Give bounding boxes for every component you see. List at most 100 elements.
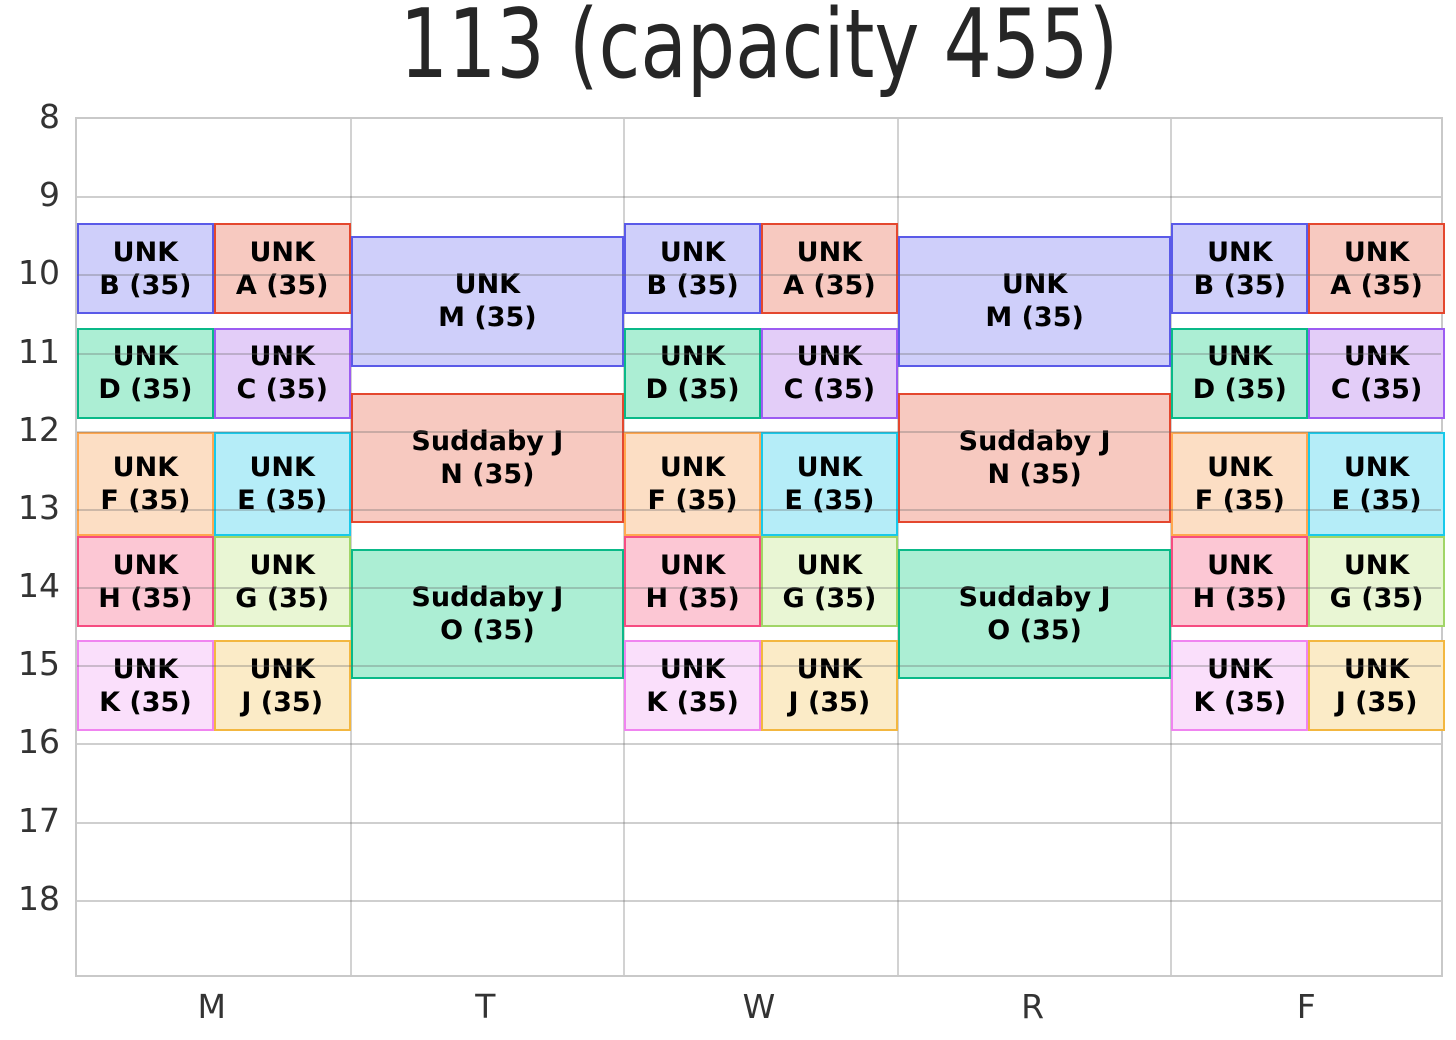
block-sublabel: A (35) <box>235 269 329 301</box>
block-sublabel: D (35) <box>645 374 740 406</box>
day-separator <box>349 119 352 975</box>
day-separator <box>896 119 899 975</box>
block-sublabel: J (35) <box>788 686 871 718</box>
block-label: UNK <box>249 653 315 685</box>
block-sublabel: K (35) <box>1193 686 1287 718</box>
schedule-block-J-F: UNK J (35) <box>1308 640 1445 732</box>
y-tick-label-15: 15 <box>18 644 60 684</box>
block-label: UNK <box>112 653 179 685</box>
block-label: UNK <box>112 341 179 373</box>
block-sublabel: K (35) <box>646 686 739 718</box>
block-label: Suddaby J <box>411 425 564 457</box>
schedule-block-C-M: UNK C (35) <box>213 327 351 419</box>
schedule-block-C-F: UNK C (35) <box>1308 327 1445 419</box>
block-label: Suddaby J <box>958 582 1111 614</box>
schedule-block-C-W: UNK C (35) <box>761 327 898 419</box>
x-tick-label-R: R <box>1021 987 1045 1026</box>
schedule-block-A-M: UNK A (35) <box>213 223 351 315</box>
schedule-block-A-F: UNK A (35) <box>1308 223 1445 315</box>
schedule-block-B-W: UNK B (35) <box>624 223 761 315</box>
schedule-block-D-M: UNK D (35) <box>77 327 214 419</box>
schedule-block-M-T: UNK M (35) <box>350 236 625 367</box>
y-tick-label-12: 12 <box>18 409 60 449</box>
block-label: UNK <box>659 341 726 373</box>
schedule-block-J-W: UNK J (35) <box>761 640 898 732</box>
block-label: UNK <box>659 549 726 581</box>
block-sublabel: B (35) <box>646 269 739 301</box>
block-label: UNK <box>249 451 315 483</box>
schedule-block-A-W: UNK A (35) <box>761 223 898 315</box>
schedule-block-E-W: UNK E (35) <box>761 431 898 536</box>
block-label: UNK <box>659 236 726 268</box>
block-sublabel: A (35) <box>1330 269 1423 301</box>
block-label: Suddaby J <box>411 582 564 614</box>
y-tick-label-14: 14 <box>18 566 60 606</box>
block-sublabel: E (35) <box>1331 484 1422 516</box>
schedule-block-M-R: UNK M (35) <box>897 236 1172 367</box>
y-tick-label-10: 10 <box>18 253 60 293</box>
block-sublabel: F (35) <box>100 484 191 516</box>
schedule-block-D-F: UNK D (35) <box>1171 327 1309 419</box>
gridline-hour-9 <box>77 196 1441 199</box>
block-sublabel: G (35) <box>782 582 877 614</box>
schedule-block-B-M: UNK B (35) <box>77 223 214 315</box>
block-label: UNK <box>1207 341 1273 373</box>
y-tick-label-8: 8 <box>39 97 60 136</box>
block-label: UNK <box>1207 549 1273 581</box>
x-tick-label-M: M <box>197 987 227 1026</box>
block-label: UNK <box>796 341 863 373</box>
x-tick-label-T: T <box>475 987 496 1026</box>
block-sublabel: M (35) <box>438 302 537 334</box>
y-tick-label-17: 17 <box>18 800 60 840</box>
block-sublabel: O (35) <box>440 615 535 647</box>
block-sublabel: N (35) <box>440 458 535 490</box>
schedule-block-E-M: UNK E (35) <box>213 431 351 536</box>
schedule-block-G-F: UNK G (35) <box>1308 535 1445 628</box>
schedule-block-D-W: UNK D (35) <box>624 327 761 419</box>
schedule-block-F-F: UNK F (35) <box>1171 431 1309 536</box>
schedule-block-F-M: UNK F (35) <box>77 431 214 536</box>
chart-title: 113 (capacity 455) <box>399 0 1119 100</box>
block-sublabel: F (35) <box>1194 484 1285 516</box>
block-label: UNK <box>1343 653 1410 685</box>
block-label: UNK <box>1343 451 1410 483</box>
block-label: UNK <box>112 451 179 483</box>
block-label: UNK <box>249 236 315 268</box>
block-sublabel: J (35) <box>1335 686 1418 718</box>
schedule-block-B-F: UNK B (35) <box>1171 223 1309 315</box>
schedule-block-H-F: UNK H (35) <box>1171 535 1309 628</box>
block-label: UNK <box>249 549 315 581</box>
block-sublabel: K (35) <box>99 686 192 718</box>
schedule-block-E-F: UNK E (35) <box>1308 431 1445 536</box>
gridline-hour-17 <box>77 821 1441 824</box>
block-label: UNK <box>796 549 863 581</box>
block-sublabel: B (35) <box>1193 269 1286 301</box>
block-label: UNK <box>112 549 179 581</box>
block-sublabel: A (35) <box>783 269 876 301</box>
block-label: Suddaby J <box>958 425 1111 457</box>
block-sublabel: N (35) <box>987 458 1082 490</box>
block-sublabel: D (35) <box>1192 374 1287 406</box>
block-label: UNK <box>659 451 726 483</box>
block-sublabel: C (35) <box>236 374 328 406</box>
y-tick-label-11: 11 <box>18 331 60 371</box>
schedule-block-G-M: UNK G (35) <box>213 535 351 628</box>
block-sublabel: O (35) <box>987 615 1082 647</box>
schedule-block-H-M: UNK H (35) <box>77 535 214 628</box>
block-label: UNK <box>249 341 315 373</box>
block-sublabel: E (35) <box>237 484 328 516</box>
block-label: UNK <box>1207 451 1273 483</box>
y-tick-label-18: 18 <box>18 878 60 918</box>
block-sublabel: D (35) <box>98 374 193 406</box>
schedule-block-F-W: UNK F (35) <box>624 431 761 536</box>
schedule-block-H-W: UNK H (35) <box>624 535 761 628</box>
block-sublabel: C (35) <box>783 374 876 406</box>
block-sublabel: M (35) <box>985 302 1084 334</box>
block-sublabel: F (35) <box>647 484 738 516</box>
block-label: UNK <box>1343 549 1410 581</box>
block-label: UNK <box>659 653 726 685</box>
block-label: UNK <box>1343 236 1410 268</box>
